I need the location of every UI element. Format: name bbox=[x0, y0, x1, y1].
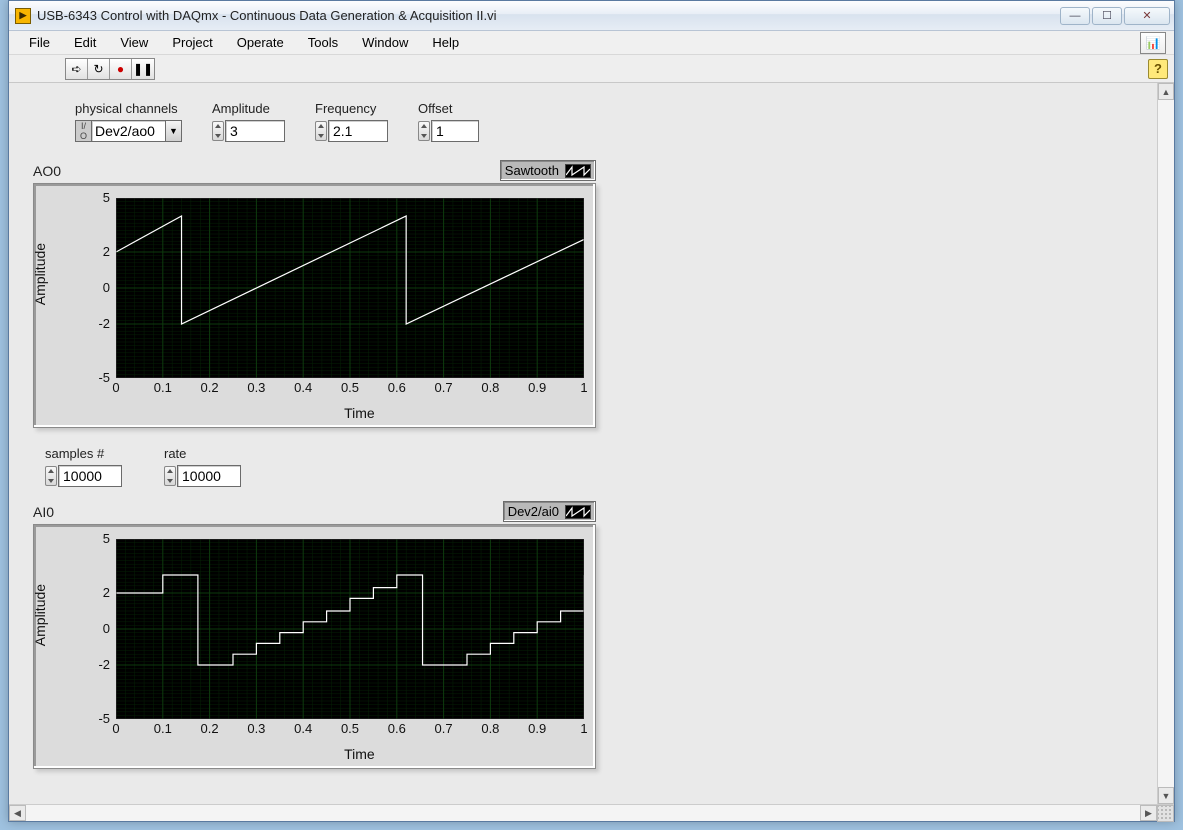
ai0-legend[interactable]: Dev2/ai0 bbox=[503, 501, 596, 522]
app-icon: ▶ bbox=[15, 8, 31, 24]
menu-project[interactable]: Project bbox=[160, 32, 224, 53]
ai0-graph[interactable]: Amplitude Time -5-202500.10.20.30.40.50.… bbox=[33, 524, 596, 769]
menu-help[interactable]: Help bbox=[420, 32, 471, 53]
minimize-button[interactable]: — bbox=[1060, 7, 1090, 25]
resize-grip[interactable] bbox=[1157, 805, 1174, 822]
physical-channels-input[interactable] bbox=[91, 120, 165, 142]
ai0-legend-label: Dev2/ai0 bbox=[508, 504, 559, 519]
samples-label: samples # bbox=[45, 446, 122, 461]
samples-control: samples # bbox=[45, 446, 122, 487]
scroll-right-icon[interactable]: ▶ bbox=[1140, 805, 1157, 821]
offset-input[interactable] bbox=[431, 120, 479, 142]
amplitude-spinner[interactable] bbox=[212, 121, 224, 141]
frequency-label: Frequency bbox=[315, 101, 388, 116]
offset-control: Offset bbox=[418, 101, 479, 142]
menubar: File Edit View Project Operate Tools Win… bbox=[9, 31, 1174, 55]
menu-file[interactable]: File bbox=[17, 32, 62, 53]
physical-channels-dropdown[interactable]: ▼ bbox=[165, 120, 182, 142]
offset-spinner[interactable] bbox=[418, 121, 430, 141]
frequency-spinner[interactable] bbox=[315, 121, 327, 141]
run-button[interactable]: ➪ bbox=[66, 59, 88, 79]
titlebar[interactable]: ▶ USB-6343 Control with DAQmx - Continuo… bbox=[9, 1, 1174, 31]
amplitude-input[interactable] bbox=[225, 120, 285, 142]
toolbar: ➪ ↻ ● ❚❚ ? bbox=[9, 55, 1174, 83]
ai0-xlabel: Time bbox=[344, 746, 375, 762]
amplitude-label: Amplitude bbox=[212, 101, 285, 116]
window-title: USB-6343 Control with DAQmx - Continuous… bbox=[37, 8, 1060, 23]
menu-view[interactable]: View bbox=[108, 32, 160, 53]
io-prefix-icon: I/O bbox=[75, 120, 91, 142]
ao0-legend-swatch bbox=[565, 164, 591, 178]
scroll-up-icon[interactable]: ▲ bbox=[1158, 83, 1174, 100]
vertical-scrollbar[interactable]: ▲ ▼ bbox=[1157, 83, 1174, 804]
amplitude-control: Amplitude bbox=[212, 101, 285, 142]
horizontal-scrollbar[interactable]: ◀ ▶ bbox=[9, 804, 1174, 821]
menu-edit[interactable]: Edit bbox=[62, 32, 108, 53]
help-icon[interactable]: ? bbox=[1148, 59, 1168, 79]
run-continuous-button[interactable]: ↻ bbox=[88, 59, 110, 79]
frequency-input[interactable] bbox=[328, 120, 388, 142]
app-window: ▶ USB-6343 Control with DAQmx - Continuo… bbox=[8, 0, 1175, 822]
vi-icon[interactable]: 📊 bbox=[1140, 32, 1166, 54]
ai0-legend-swatch bbox=[565, 505, 591, 519]
abort-button[interactable]: ● bbox=[110, 59, 132, 79]
ao0-legend-label: Sawtooth bbox=[505, 163, 559, 178]
ai0-ylabel: Amplitude bbox=[32, 583, 48, 645]
ao0-title: AO0 bbox=[33, 163, 61, 179]
rate-input[interactable] bbox=[177, 465, 241, 487]
samples-spinner[interactable] bbox=[45, 466, 57, 486]
ao0-xlabel: Time bbox=[344, 405, 375, 421]
samples-input[interactable] bbox=[58, 465, 122, 487]
pause-button[interactable]: ❚❚ bbox=[132, 59, 154, 79]
rate-spinner[interactable] bbox=[164, 466, 176, 486]
rate-label: rate bbox=[164, 446, 241, 461]
menu-operate[interactable]: Operate bbox=[225, 32, 296, 53]
ao0-legend[interactable]: Sawtooth bbox=[500, 160, 596, 181]
ao0-graph-block: AO0 Sawtooth Amplitude Time -5-202500.10… bbox=[33, 160, 1133, 428]
front-panel: physical channels I/O ▼ Amplitude Fre bbox=[9, 83, 1157, 804]
menu-window[interactable]: Window bbox=[350, 32, 420, 53]
menu-tools[interactable]: Tools bbox=[296, 32, 350, 53]
physical-channels-control: physical channels I/O ▼ bbox=[75, 101, 182, 142]
offset-label: Offset bbox=[418, 101, 479, 116]
frequency-control: Frequency bbox=[315, 101, 388, 142]
maximize-button[interactable]: ☐ bbox=[1092, 7, 1122, 25]
close-button[interactable]: ✕ bbox=[1124, 7, 1170, 25]
ao0-ylabel: Amplitude bbox=[32, 242, 48, 304]
ai0-title: AI0 bbox=[33, 504, 54, 520]
rate-control: rate bbox=[164, 446, 241, 487]
ao0-graph[interactable]: Amplitude Time -5-202500.10.20.30.40.50.… bbox=[33, 183, 596, 428]
scroll-down-icon[interactable]: ▼ bbox=[1158, 787, 1174, 804]
ao0-plot-area bbox=[116, 198, 584, 378]
ai0-graph-block: AI0 Dev2/ai0 Amplitude Time -5-202500.10… bbox=[33, 501, 1133, 769]
ai0-plot-area bbox=[116, 539, 584, 719]
physical-channels-label: physical channels bbox=[75, 101, 182, 116]
scroll-left-icon[interactable]: ◀ bbox=[9, 805, 26, 821]
